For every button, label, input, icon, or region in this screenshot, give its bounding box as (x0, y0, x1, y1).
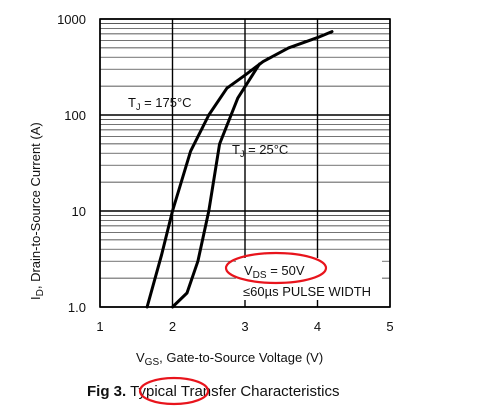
figure-caption: Fig 3. Typical Transfer Characteristics (87, 383, 340, 400)
typical-highlight-ellipse (138, 376, 210, 406)
x-tick-label: 5 (386, 319, 393, 334)
x-tick-label: 2 (169, 319, 176, 334)
x-axis-label: VGS, Gate-to-Source Voltage (V) (136, 350, 323, 368)
pulse-width-note: ≤60µs PULSE WIDTH (243, 284, 371, 299)
y-tick-label: 100 (64, 108, 86, 123)
chart-ticks: 1 2 3 4 5 1.0 10 100 1000 (57, 12, 394, 334)
vds-highlight-ellipse (224, 251, 328, 285)
series-line-0 (145, 30, 334, 309)
chart-series (145, 30, 334, 309)
y-tick-label: 10 (72, 204, 86, 219)
chart-grid (99, 18, 391, 308)
series-line-1 (171, 62, 261, 309)
x-tick-label: 1 (96, 319, 103, 334)
y-axis-label: ID, Drain-to-Source Current (A) (28, 122, 46, 300)
series-label-25c: TJ = 25°C (232, 142, 288, 159)
x-tick-label: 3 (241, 319, 248, 334)
y-tick-label: 1000 (57, 12, 86, 27)
vds-annotation: VDS = 50V (244, 263, 305, 281)
plot-frame (99, 18, 391, 308)
series-label-175c: TJ = 175°C (128, 95, 192, 112)
x-tick-label: 4 (314, 319, 321, 334)
y-tick-label: 1.0 (68, 300, 86, 315)
